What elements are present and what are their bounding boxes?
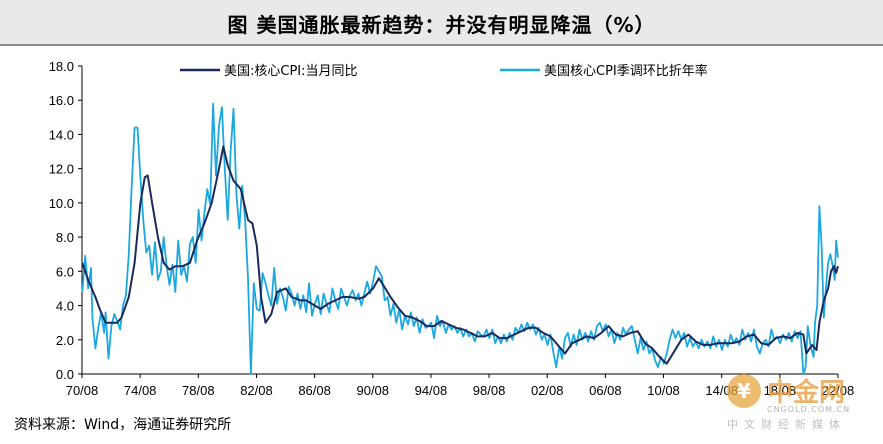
y-tick-label: 4.0 (56, 299, 74, 314)
watermark: ¥ 中金网 CNGOLD.COM.CN 中文财经新媒体 (727, 372, 867, 432)
y-tick-label: 12.0 (49, 162, 74, 177)
chart-plot: 0.0 2.0 4.0 6.0 8.0 10.0 12.0 14.0 16.0 18.0 70/08… (49, 59, 855, 398)
x-tick-label: 10/08 (647, 383, 680, 398)
y-tick-label: 16.0 (49, 93, 74, 108)
legend-label: 美国:核心CPI:当月同比 (224, 64, 358, 79)
y-tick-label: 18.0 (49, 59, 74, 74)
y-tick-label: 14.0 (49, 127, 74, 142)
gold-coin-icon: ¥ (727, 374, 761, 408)
watermark-site: CNGOLD.COM.CN (767, 405, 851, 414)
y-tick-label: 6.0 (56, 264, 74, 279)
watermark-name: 中金网 (767, 378, 846, 408)
x-tick-label: 70/08 (66, 383, 99, 398)
x-tick-label: 06/08 (589, 383, 622, 398)
y-tick-label: 8.0 (56, 230, 74, 245)
x-tick-label: 94/08 (415, 383, 448, 398)
series-line-core-cpi-mom-annualized (81, 102, 839, 375)
y-tick-label: 10.0 (49, 196, 74, 211)
series-line-core-cpi-yoy (81, 145, 839, 365)
x-tick-label: 74/08 (124, 383, 157, 398)
x-tick-label: 98/08 (473, 383, 506, 398)
watermark-subtitle: 中文财经新媒体 (727, 418, 846, 431)
y-tick-label: 0.0 (56, 367, 74, 382)
title-bar: 图 美国通胀最新趋势：并没有明显降温（%） (0, 0, 883, 46)
x-tick-label: 18/08 (764, 383, 797, 398)
source-note: 资料来源：Wind，海通证券研究所 (14, 417, 232, 433)
y-tick-label: 2.0 (56, 333, 74, 348)
x-tick-label: 02/08 (531, 383, 564, 398)
chart-title: 图 美国通胀最新趋势：并没有明显降温（%） (227, 13, 656, 37)
x-tick-label: 86/08 (298, 383, 331, 398)
x-tick-label: 78/08 (182, 383, 215, 398)
x-tick-label: 90/08 (356, 383, 389, 398)
x-tick-label: 22/08 (822, 383, 855, 398)
legend-label: 美国核心CPI季调环比折年率 (544, 63, 708, 79)
x-tick-label: 82/08 (240, 383, 273, 398)
